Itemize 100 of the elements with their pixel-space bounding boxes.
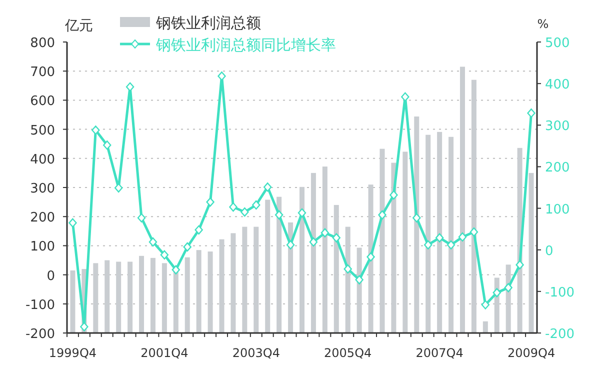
y2-tick-label: -100 <box>545 285 575 300</box>
point <box>378 210 386 220</box>
x-tick-label: 1999Q4 <box>48 346 97 360</box>
point <box>481 300 490 310</box>
point <box>527 108 536 118</box>
bar <box>104 260 110 333</box>
y-tick-label: 300 <box>30 182 55 196</box>
bar <box>128 262 133 333</box>
bar <box>254 226 259 333</box>
y2-tick-label: 500 <box>545 36 570 51</box>
y2-tick-label: -200 <box>545 327 575 342</box>
point <box>435 233 444 242</box>
bar <box>460 66 465 333</box>
point <box>286 240 295 250</box>
x-tick-label: 2007Q4 <box>416 346 464 360</box>
bar <box>208 252 213 333</box>
bar <box>380 148 385 333</box>
x-tick-label: 2009Q4 <box>507 346 556 360</box>
y2-tick-label: 100 <box>545 202 570 218</box>
y-tick-label: 400 <box>30 152 55 168</box>
bar <box>276 196 282 333</box>
point <box>320 228 330 238</box>
y2-tick-label: 0 <box>545 244 554 259</box>
point <box>390 190 398 200</box>
y-tick-label: 500 <box>30 123 55 138</box>
y2-tick-label: 400 <box>545 78 570 93</box>
point <box>424 240 432 250</box>
y-tick-label: 100 <box>30 240 55 255</box>
point <box>470 227 478 237</box>
x-tick-label: 2001Q4 <box>140 346 188 360</box>
bar <box>265 200 270 333</box>
point <box>172 265 180 274</box>
y-tick-label: 200 <box>30 210 55 226</box>
point <box>412 213 421 222</box>
y-tick-label: 700 <box>30 65 55 80</box>
point <box>160 250 169 260</box>
bar <box>334 204 339 333</box>
y2-axis-title: % <box>537 17 549 31</box>
bar <box>162 263 167 333</box>
point <box>137 213 146 222</box>
point <box>446 240 456 250</box>
y-tick-label: -200 <box>25 327 55 342</box>
bar <box>391 162 396 333</box>
bar <box>426 134 431 333</box>
bar <box>288 222 294 333</box>
legend-label: 钢铁业利润总额同比增长率 <box>155 36 336 54</box>
bar <box>322 166 328 333</box>
point <box>68 218 77 228</box>
y2-tick-label: 200 <box>545 160 570 176</box>
bar <box>414 116 420 333</box>
point <box>92 126 100 135</box>
bar <box>93 263 98 333</box>
y-tick-label: 0 <box>46 268 55 284</box>
point <box>229 202 238 212</box>
point <box>103 140 112 150</box>
point <box>355 275 364 284</box>
bar <box>219 239 224 333</box>
bar <box>70 270 76 333</box>
bar <box>230 233 236 333</box>
point <box>206 197 214 207</box>
point <box>298 208 306 218</box>
bar <box>471 80 476 333</box>
bar <box>184 257 190 333</box>
point <box>401 92 410 102</box>
point <box>309 237 318 247</box>
bar <box>448 136 454 333</box>
point <box>274 210 284 220</box>
point <box>114 183 123 193</box>
bar <box>402 152 408 333</box>
bar <box>242 226 248 333</box>
x-tick-label: 2005Q4 <box>324 346 372 360</box>
point <box>264 182 272 192</box>
point <box>218 71 226 81</box>
point <box>504 283 512 292</box>
point <box>332 233 340 242</box>
point <box>344 264 352 274</box>
point <box>148 237 158 247</box>
y-tick-label: -100 <box>25 298 55 313</box>
bar <box>368 184 374 333</box>
x-tick-label: 2003Q4 <box>232 346 280 360</box>
bar <box>482 321 488 333</box>
bar <box>345 226 350 333</box>
y-axis-title: 亿元 <box>64 18 93 34</box>
bar <box>528 172 534 333</box>
bar <box>196 250 202 333</box>
bar <box>300 186 304 333</box>
y-tick-label: 800 <box>30 36 55 51</box>
point <box>366 252 375 262</box>
point <box>492 288 501 298</box>
legend-label: 钢铁业利润总额 <box>155 14 261 32</box>
point <box>252 200 260 210</box>
bar <box>437 132 442 333</box>
y-tick-label: 600 <box>30 94 55 110</box>
point <box>458 232 467 242</box>
bar <box>150 258 156 333</box>
point <box>516 260 524 270</box>
bar <box>139 256 144 333</box>
point <box>194 225 203 235</box>
bar <box>116 262 122 333</box>
bar <box>310 172 316 333</box>
